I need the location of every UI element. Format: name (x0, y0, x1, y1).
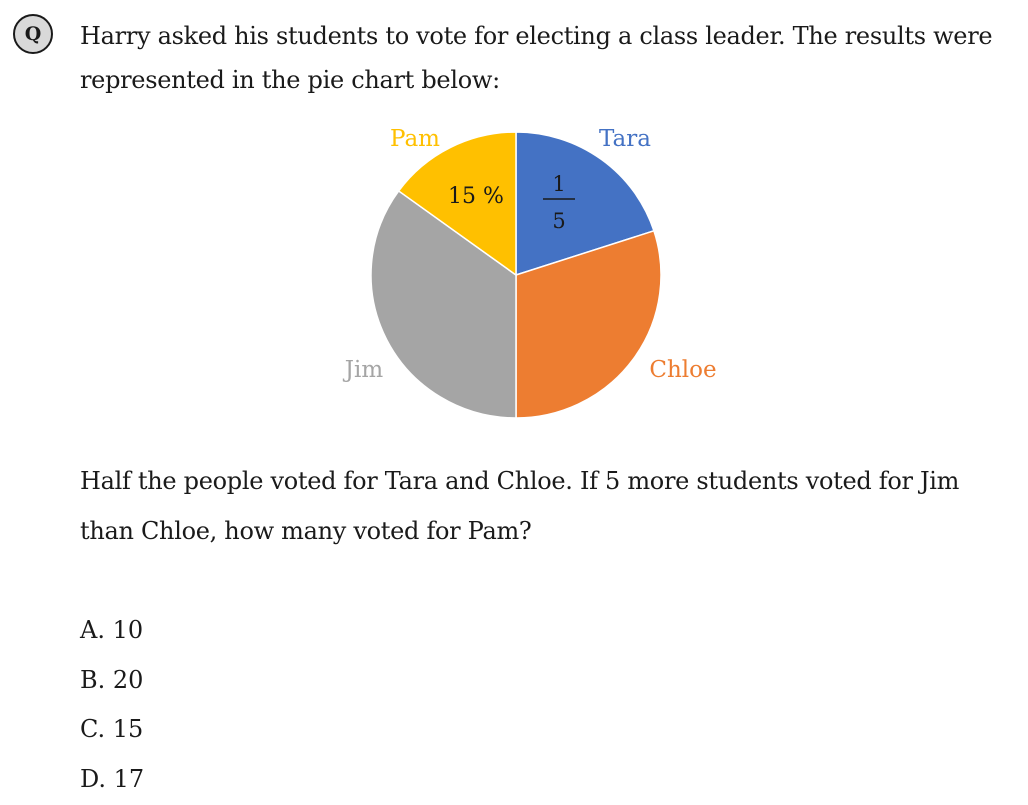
option-c[interactable]: C. 15 (80, 715, 144, 743)
question-badge: Q (13, 14, 53, 54)
followup-question: Half the people voted for Tara and Chloe… (80, 467, 960, 545)
pie-annotation-numerator: 1 (552, 172, 565, 196)
pie-label-chloe: Chloe (649, 357, 716, 383)
option-b[interactable]: B. 20 (80, 665, 144, 694)
pie-label-tara: Tara (599, 126, 651, 152)
option-d[interactable]: D. 17 (80, 764, 145, 793)
question-text: Harry asked his students to vote for ele… (80, 22, 993, 94)
pie-label-pam: Pam (390, 126, 440, 152)
pie-label-jim: Jim (343, 357, 384, 383)
pie-labels: Tara 1 5 Chloe Jim Pam 15 % (343, 126, 717, 383)
pie-annotation-denominator: 5 (552, 209, 565, 233)
answer-options: A. 10 B. 20 C. 15 D. 17 (80, 606, 144, 804)
pie-annotation-pam: 15 % (448, 184, 504, 209)
pie-slice-jim (370, 189, 517, 419)
pie-slices (370, 131, 662, 419)
pie-slice-pam (397, 131, 517, 277)
pie-slice-chloe (515, 229, 662, 419)
pie-chart: Tara 1 5 Chloe Jim Pam 15 % (343, 126, 717, 419)
option-a[interactable]: A. 10 (80, 616, 144, 644)
pie-slice-tara (515, 131, 655, 277)
